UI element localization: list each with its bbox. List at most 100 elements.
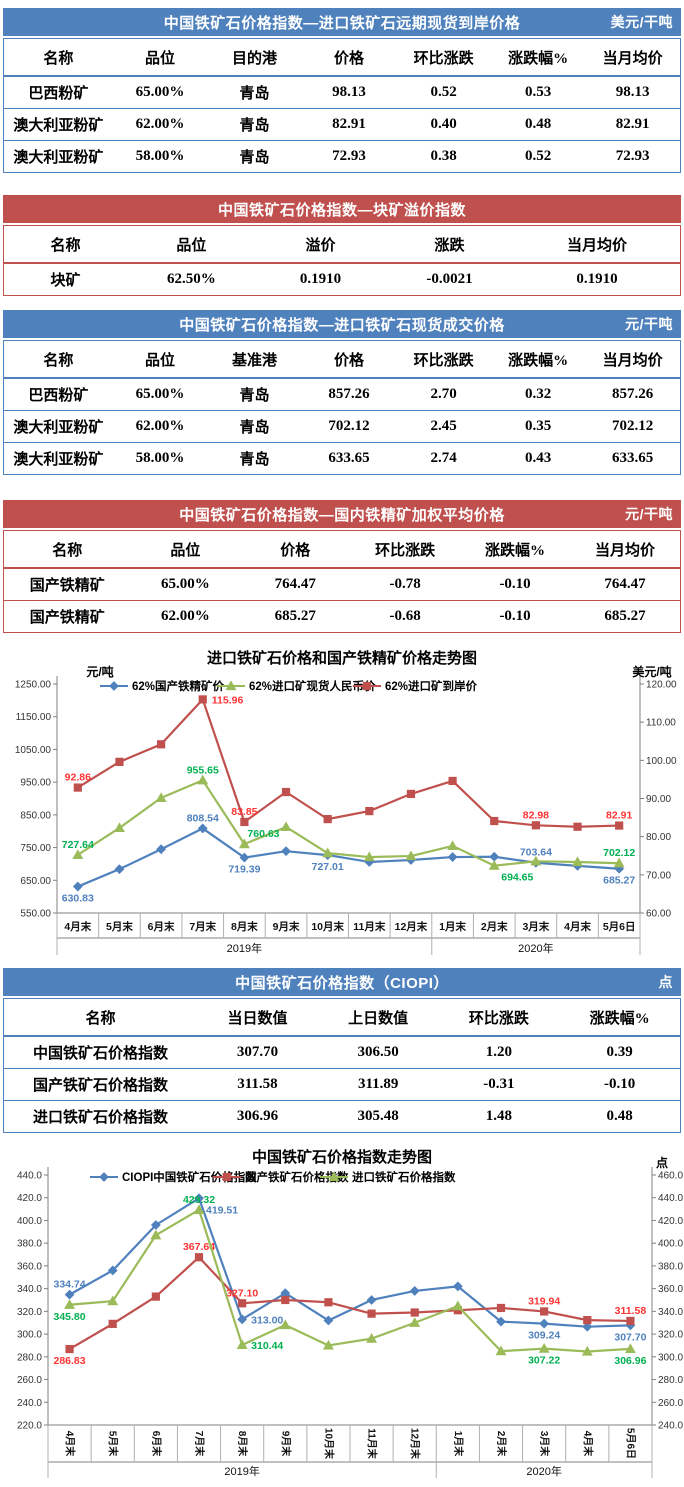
- cell: -0.10: [559, 1068, 680, 1100]
- cell: 0.1910: [255, 262, 385, 295]
- cell: 0.35: [490, 410, 586, 442]
- col-header: 环比涨跌: [413, 50, 474, 67]
- svg-text:419.51: 419.51: [206, 1204, 238, 1216]
- svg-text:5月末: 5月末: [106, 920, 133, 933]
- cell: 82.91: [301, 108, 397, 140]
- cell: 2.70: [396, 377, 491, 410]
- svg-text:82.98: 82.98: [523, 809, 549, 821]
- svg-text:4月末: 4月末: [64, 1431, 77, 1458]
- svg-text:380.0: 380.0: [17, 1239, 42, 1250]
- svg-text:12月末: 12月末: [409, 1428, 422, 1460]
- svg-text:90.00: 90.00: [646, 794, 671, 805]
- table-import-spot-price: 中国铁矿石价格指数—进口铁矿石现货成交价格 元/干吨 名称 品位 基准港 价格 环比涨跌…: [3, 310, 681, 475]
- svg-text:286.83: 286.83: [54, 1355, 86, 1367]
- svg-text:62%进口矿到岸价: 62%进口矿到岸价: [385, 679, 478, 693]
- svg-text:80.00: 80.00: [646, 832, 671, 843]
- legend-item: 62%国产铁精矿价: [100, 679, 225, 693]
- col-header: 基准港: [232, 352, 278, 369]
- cell: 633.65: [301, 442, 397, 474]
- cell: 0.48: [490, 108, 586, 140]
- col-header: 品位: [144, 50, 175, 67]
- svg-text:360.0: 360.0: [658, 1284, 683, 1295]
- cell: -0.68: [350, 600, 461, 632]
- svg-text:260.0: 260.0: [658, 1398, 683, 1409]
- cell: 0.40: [396, 108, 491, 140]
- svg-text:311.58: 311.58: [615, 1305, 647, 1317]
- price-trend-chart-canvas: 1250.00 1150.00 1050.00 950.00 850.00 750.00 6…: [15, 664, 677, 955]
- svg-text:1050.00: 1050.00: [15, 745, 52, 756]
- svg-text:8月末: 8月末: [231, 920, 258, 933]
- cell: 311.58: [197, 1068, 318, 1100]
- svg-text:420.0: 420.0: [658, 1216, 683, 1227]
- svg-text:685.27: 685.27: [603, 875, 635, 887]
- legend-item: 进口铁矿石价格指数: [320, 1170, 456, 1184]
- index-trend-chart-canvas: 440.0 420.0 400.0 380.0 360.0 340.0 320.0 300.0…: [17, 1155, 683, 1478]
- svg-text:11月末: 11月末: [366, 1428, 379, 1460]
- col-header: 当月均价: [602, 50, 663, 67]
- svg-text:280.0: 280.0: [17, 1352, 42, 1363]
- svg-text:92.86: 92.86: [65, 772, 91, 784]
- col-header: 价格: [334, 50, 365, 67]
- svg-text:进口铁矿石价格指数: 进口铁矿石价格指数: [352, 1170, 456, 1184]
- svg-text:1月末: 1月末: [452, 1431, 465, 1458]
- table-grid: 名称 品位 溢价 涨跌 当月均价 块矿 62.50% 0.1910 -0.0021 0.1910: [3, 225, 681, 296]
- svg-text:307.70: 307.70: [614, 1331, 646, 1343]
- cell: 国产铁矿石价格指数: [4, 1068, 198, 1100]
- svg-text:727.64: 727.64: [62, 839, 94, 851]
- svg-text:320.0: 320.0: [658, 1330, 683, 1341]
- table-title-bar: 中国铁矿石价格指数—进口铁矿石现货成交价格 元/干吨: [3, 310, 681, 338]
- table-title: 中国铁矿石价格指数—国内铁精矿加权平均价格: [179, 506, 505, 524]
- cell: 澳大利亚粉矿: [4, 140, 113, 172]
- col-header: 当月均价: [567, 237, 628, 254]
- cell: 702.12: [585, 410, 680, 442]
- cell: 702.12: [301, 410, 397, 442]
- svg-text:元/吨: 元/吨: [86, 664, 113, 679]
- cell: 0.39: [559, 1035, 680, 1068]
- svg-text:850.00: 850.00: [20, 810, 51, 821]
- svg-text:120.00: 120.00: [646, 680, 677, 691]
- svg-text:550.00: 550.00: [20, 909, 51, 920]
- svg-text:82.91: 82.91: [606, 810, 632, 822]
- svg-text:12月末: 12月末: [395, 920, 428, 933]
- chart-title: 中国铁矿石价格指数走势图: [251, 1150, 432, 1166]
- cell: 青岛: [207, 410, 302, 442]
- svg-text:380.0: 380.0: [658, 1261, 683, 1272]
- cell: 青岛: [207, 108, 302, 140]
- svg-text:703.64: 703.64: [520, 847, 552, 859]
- table-domestic-concentrate-price: 中国铁矿石价格指数—国内铁精矿加权平均价格 元/干吨 名称 品位 价格 环比涨跌 涨跌幅…: [3, 500, 681, 633]
- legend-item: 62%进口矿现货人民币价: [217, 679, 376, 693]
- col-header: 环比涨跌: [413, 352, 474, 369]
- cell: -0.31: [438, 1068, 560, 1100]
- svg-text:440.0: 440.0: [17, 1171, 42, 1182]
- col-header: 名称: [52, 542, 83, 559]
- svg-text:955.65: 955.65: [187, 764, 219, 776]
- svg-text:83.85: 83.85: [231, 806, 257, 818]
- cell: 青岛: [207, 140, 302, 172]
- svg-text:220.0: 220.0: [17, 1421, 42, 1432]
- table-lump-premium-index: 中国铁矿石价格指数—块矿溢价指数 名称 品位 溢价 涨跌 当月均价 块矿 62.50% 0.1…: [3, 195, 681, 296]
- col-header: 溢价: [305, 237, 336, 254]
- cell: 58.00%: [112, 442, 208, 474]
- svg-text:6月末: 6月末: [148, 920, 175, 933]
- svg-text:100.00: 100.00: [646, 756, 677, 767]
- cell: 国产铁精矿: [4, 567, 131, 600]
- svg-text:367.64: 367.64: [183, 1241, 215, 1253]
- col-header: 当月均价: [594, 542, 655, 559]
- cell: 764.47: [240, 567, 351, 600]
- svg-text:345.80: 345.80: [54, 1311, 86, 1323]
- cell: 青岛: [207, 442, 302, 474]
- cell: 857.26: [301, 377, 397, 410]
- col-header: 涨跌幅%: [508, 352, 569, 369]
- cell: 0.48: [559, 1100, 680, 1132]
- cell: 58.00%: [112, 140, 208, 172]
- table-unit: 元/干吨: [625, 506, 673, 522]
- cell: -0.10: [460, 567, 571, 600]
- cell: 65.00%: [112, 377, 208, 410]
- svg-text:300.0: 300.0: [17, 1330, 42, 1341]
- col-header: 品位: [144, 352, 175, 369]
- svg-text:4月末: 4月末: [581, 1431, 594, 1458]
- table-grid: 名称 当日数值 上日数值 环比涨跌 涨跌幅% 中国铁矿石价格指数 307.70 306.50 1…: [3, 998, 681, 1133]
- cell: 685.27: [570, 600, 680, 632]
- svg-text:2019年: 2019年: [224, 1464, 259, 1478]
